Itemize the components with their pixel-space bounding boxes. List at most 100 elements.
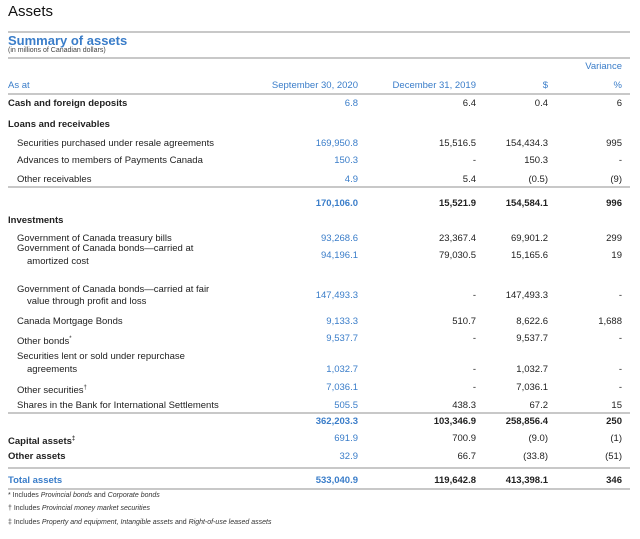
variance-dollar: 258,856.4 <box>505 416 548 427</box>
col-header-dec-2019: December 31, 2019 <box>392 80 476 91</box>
value-sep-2020: 169,950.8 <box>315 138 358 149</box>
variance-dollar: 69,901.2 <box>511 233 548 244</box>
row-label: Total assets <box>8 475 63 486</box>
row-label: Other receivables <box>17 174 92 185</box>
value-dec-2019: - <box>472 382 476 393</box>
variance-percent: - <box>618 333 622 344</box>
variance-dollar: 154,434.3 <box>505 138 548 149</box>
value-dec-2019: 438.3 <box>452 400 476 411</box>
value-sep-2020: 94,196.1 <box>321 250 358 261</box>
variance-percent: 15 <box>611 400 622 411</box>
value-dec-2019: 23,367.4 <box>439 233 476 244</box>
value-sep-2020: 4.9 <box>344 174 358 185</box>
value-dec-2019: 103,346.9 <box>433 416 476 427</box>
col-header-variance-percent: % <box>613 80 622 91</box>
value-sep-2020: 150.3 <box>334 155 358 166</box>
variance-dollar: 15,165.6 <box>511 250 548 261</box>
variance-dollar: (33.8) <box>523 451 548 462</box>
footnote-marker: † <box>83 385 87 391</box>
row-label: Government of Canada bonds—carried at <box>17 243 194 254</box>
variance-dollar: 0.4 <box>534 98 548 109</box>
variance-header: Variance <box>585 61 622 72</box>
value-dec-2019: - <box>472 333 476 344</box>
row-label: Securities purchased under resale agreem… <box>17 138 214 149</box>
variance-percent: 6 <box>616 98 622 109</box>
value-dec-2019: 66.7 <box>457 451 477 462</box>
value-sep-2020: 533,040.9 <box>315 475 358 486</box>
variance-percent: 19 <box>611 250 622 261</box>
row-label: Shares in the Bank for International Set… <box>17 400 219 411</box>
variance-dollar: 8,622.6 <box>516 316 548 327</box>
variance-percent: (9) <box>610 174 622 185</box>
value-sep-2020: 1,032.7 <box>326 364 358 375</box>
variance-dollar: (0.5) <box>528 174 548 185</box>
row-label: Securities lent or sold under repurchase <box>17 351 185 362</box>
variance-dollar: 9,537.7 <box>516 333 548 344</box>
value-sep-2020: 362,203.3 <box>315 416 358 427</box>
value-dec-2019: 15,516.5 <box>439 138 476 149</box>
row-label: Loans and receivables <box>8 119 110 130</box>
value-sep-2020: 170,106.0 <box>315 198 358 209</box>
value-dec-2019: 510.7 <box>452 316 476 327</box>
value-sep-2020: 9,537.7 <box>326 333 358 344</box>
table-title: Summary of assets <box>8 33 128 48</box>
variance-percent: 346 <box>606 475 622 486</box>
value-dec-2019: 79,030.5 <box>439 250 476 261</box>
variance-percent: - <box>618 155 622 166</box>
variance-percent: 996 <box>606 198 622 209</box>
footnote: * Includes Provincial bonds and Corporat… <box>8 492 160 499</box>
divider <box>8 57 630 59</box>
row-label-continued: amortized cost <box>27 256 89 267</box>
variance-dollar: 150.3 <box>524 155 548 166</box>
row-label: Other securities† <box>17 385 87 397</box>
value-sep-2020: 93,268.6 <box>321 233 358 244</box>
value-sep-2020: 6.8 <box>344 98 358 109</box>
as-at-header: As at <box>8 80 30 91</box>
divider <box>8 186 630 188</box>
value-dec-2019: 5.4 <box>462 174 476 185</box>
variance-dollar: 154,584.1 <box>505 198 548 209</box>
footnote: † Includes Provincial money market secur… <box>8 505 151 512</box>
row-label: Cash and foreign deposits <box>8 98 128 109</box>
divider <box>8 488 630 490</box>
value-sep-2020: 505.5 <box>334 400 358 411</box>
value-sep-2020: 9,133.3 <box>326 316 358 327</box>
value-sep-2020: 7,036.1 <box>326 382 358 393</box>
divider <box>8 467 630 469</box>
footnote: ‡ Includes Property and equipment, Intan… <box>8 519 272 526</box>
footnote-marker: * <box>69 336 72 342</box>
variance-percent: (51) <box>605 451 622 462</box>
footnote-marker: ‡ <box>71 436 76 442</box>
value-dec-2019: 119,642.8 <box>434 475 476 486</box>
value-dec-2019: 6.4 <box>462 98 476 109</box>
variance-percent: - <box>618 290 622 301</box>
row-label: Government of Canada bonds—carried at fa… <box>17 284 210 295</box>
row-label: Other bonds* <box>17 336 72 348</box>
variance-dollar: 1,032.7 <box>516 364 548 375</box>
value-sep-2020: 32.9 <box>339 451 359 462</box>
table-subtitle: (in millions of Canadian dollars) <box>8 47 106 54</box>
variance-dollar: 67.2 <box>529 400 549 411</box>
row-label: Canada Mortgage Bonds <box>17 316 123 327</box>
variance-percent: - <box>618 382 622 393</box>
row-label-continued: agreements <box>27 364 78 375</box>
variance-percent: (1) <box>610 433 622 444</box>
variance-dollar: 147,493.3 <box>505 290 548 301</box>
row-label: Advances to members of Payments Canada <box>17 155 203 166</box>
value-dec-2019: 15,521.9 <box>439 198 476 209</box>
value-sep-2020: 147,493.3 <box>315 290 358 301</box>
divider <box>8 412 630 414</box>
row-label: Investments <box>8 215 64 226</box>
row-label: Other assets <box>8 451 66 462</box>
row-label-continued: value through profit and loss <box>27 296 147 307</box>
value-dec-2019: - <box>472 290 476 301</box>
divider <box>8 31 630 33</box>
col-header-variance-dollar: $ <box>542 80 548 91</box>
variance-percent: 250 <box>606 416 622 427</box>
value-dec-2019: - <box>472 155 476 166</box>
divider <box>8 93 630 95</box>
row-label: Capital assets‡ <box>8 436 76 448</box>
variance-dollar: 413,398.1 <box>505 475 548 486</box>
row-label: Government of Canada treasury bills <box>17 233 172 244</box>
